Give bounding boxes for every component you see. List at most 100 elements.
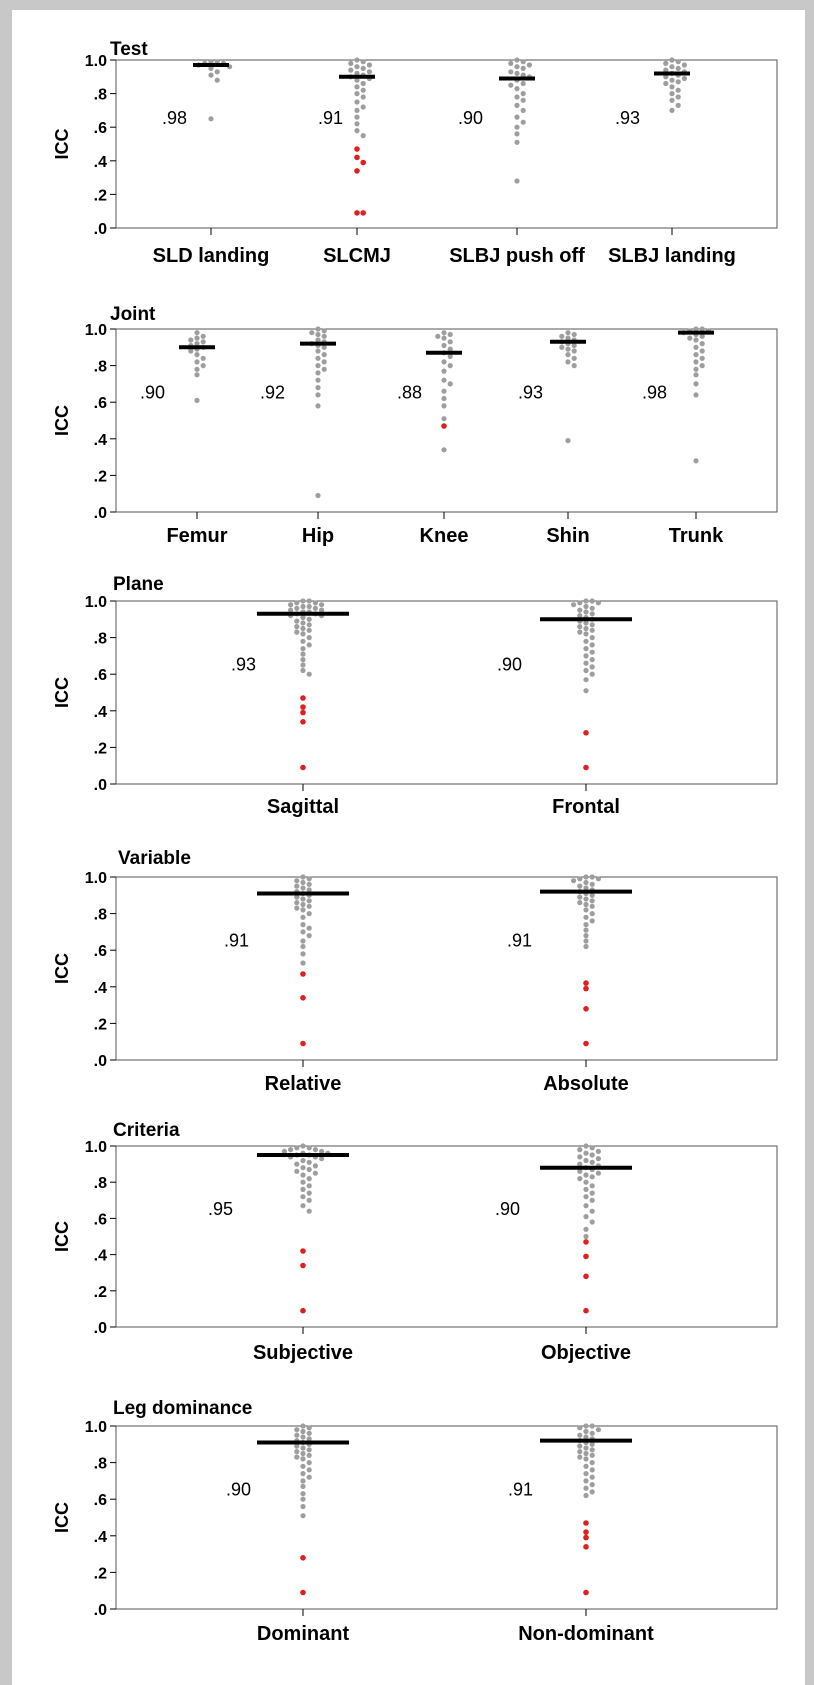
- data-point: [294, 894, 300, 900]
- data-point: [583, 879, 589, 886]
- data-point: [589, 1190, 595, 1196]
- data-point: [366, 62, 372, 68]
- data-point: [693, 458, 699, 464]
- y-tick-label: .2: [94, 1284, 107, 1301]
- panel-title: Test: [110, 39, 148, 60]
- data-point: [693, 392, 699, 398]
- y-tick-label: .8: [94, 87, 107, 104]
- data-point: [288, 607, 294, 613]
- outlier-point: [354, 168, 360, 174]
- y-tick-label: 1.0: [85, 53, 107, 70]
- data-point: [306, 1145, 312, 1151]
- x-tick-label: Sagittal: [267, 796, 339, 818]
- data-point: [300, 901, 306, 908]
- data-point: [321, 366, 327, 372]
- x-tick-label: Femur: [166, 525, 227, 547]
- data-point: [577, 876, 583, 882]
- data-point: [288, 602, 294, 608]
- data-point: [520, 80, 526, 87]
- plot-area: [115, 328, 778, 513]
- x-tick-label: Absolute: [543, 1073, 629, 1095]
- data-point: [194, 372, 200, 378]
- x-tick-label: Trunk: [669, 525, 724, 547]
- panel-title: Leg dominance: [113, 1398, 252, 1419]
- data-point: [669, 64, 675, 70]
- x-tick-label: Frontal: [552, 796, 620, 818]
- data-point: [559, 344, 565, 350]
- data-point: [693, 359, 699, 365]
- outlier-point: [300, 1248, 306, 1254]
- data-point: [589, 642, 595, 648]
- data-point: [306, 881, 312, 887]
- x-tick-label: SLD landing: [153, 245, 270, 267]
- data-point: [583, 1463, 589, 1469]
- data-point: [675, 65, 681, 71]
- data-point: [675, 102, 681, 108]
- data-point: [669, 77, 675, 83]
- data-point: [306, 616, 312, 622]
- data-point: [300, 907, 306, 913]
- median-label: .90: [140, 383, 165, 403]
- data-point: [300, 1450, 306, 1457]
- data-point: [300, 1478, 306, 1484]
- y-axis-label: ICC: [52, 677, 72, 708]
- median-label: .91: [508, 1480, 533, 1500]
- data-point: [699, 333, 705, 339]
- data-point: [294, 1145, 300, 1151]
- data-point: [583, 927, 589, 933]
- plot-area: [115, 876, 778, 1061]
- data-point: [699, 363, 705, 369]
- data-point: [306, 1197, 312, 1203]
- data-point: [514, 94, 520, 100]
- y-tick-label: 1.0: [85, 1139, 107, 1156]
- data-point: [300, 1483, 306, 1489]
- plot-area: [115, 600, 778, 785]
- data-point: [366, 69, 372, 75]
- data-point: [447, 331, 453, 338]
- data-point: [583, 620, 589, 626]
- data-point: [300, 620, 306, 626]
- outlier-point: [300, 1555, 306, 1561]
- median-label: .90: [226, 1480, 251, 1500]
- data-point: [675, 94, 681, 100]
- data-point: [441, 377, 447, 383]
- data-point: [589, 892, 595, 898]
- data-point: [565, 330, 571, 336]
- data-point: [300, 1463, 306, 1469]
- data-point: [583, 646, 589, 652]
- data-point: [571, 363, 577, 369]
- data-point: [188, 337, 194, 343]
- outlier-point: [583, 730, 589, 736]
- data-point: [583, 896, 589, 902]
- outlier-point: [300, 704, 306, 710]
- data-point: [441, 368, 447, 374]
- outlier-point: [583, 1006, 589, 1012]
- y-axis-label: ICC: [52, 1502, 72, 1533]
- data-point: [441, 342, 447, 349]
- x-tick-label: Knee: [420, 525, 469, 547]
- data-point: [571, 348, 577, 354]
- data-point: [315, 326, 321, 332]
- data-point: [577, 1161, 583, 1167]
- y-tick-label: .0: [94, 1320, 107, 1337]
- y-tick-label: .6: [94, 120, 107, 137]
- y-tick-label: .6: [94, 943, 107, 960]
- data-point: [300, 929, 306, 935]
- data-point: [441, 447, 447, 453]
- data-point: [693, 352, 699, 358]
- data-point: [300, 1496, 306, 1502]
- data-point: [294, 600, 300, 606]
- data-point: [294, 624, 300, 630]
- data-point: [306, 635, 312, 641]
- data-point: [194, 366, 200, 372]
- data-point: [288, 1147, 294, 1153]
- data-point: [441, 359, 447, 365]
- data-point: [589, 1174, 595, 1180]
- plot-area: [115, 59, 778, 229]
- data-point: [583, 609, 589, 615]
- data-point: [699, 326, 705, 332]
- data-point: [315, 403, 321, 409]
- data-point: [214, 69, 220, 75]
- data-point: [306, 642, 312, 648]
